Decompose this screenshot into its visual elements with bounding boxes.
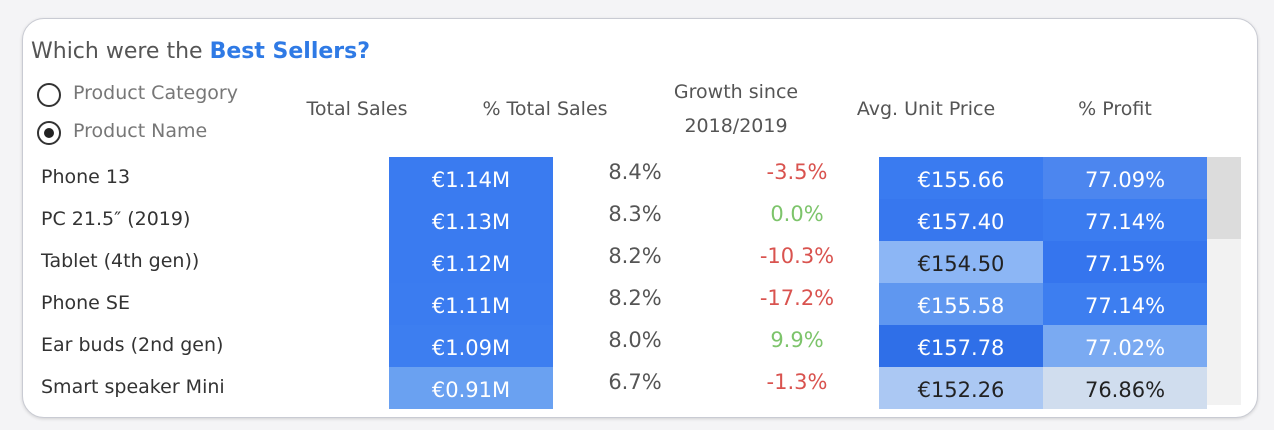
row-label: Smart speaker Mini bbox=[41, 376, 225, 398]
heat-cell: 77.14% bbox=[1043, 199, 1207, 241]
value-cell: 8.3% bbox=[608, 201, 662, 226]
heat-cell: €157.40 bbox=[879, 199, 1043, 241]
row-label: PC 21.5″ (2019) bbox=[41, 208, 191, 230]
title-highlight: Best Sellers? bbox=[209, 39, 370, 64]
card: Which were the Best Sellers? Product Cat… bbox=[22, 18, 1258, 418]
heat-cell: €1.14M bbox=[389, 157, 553, 199]
heat-cell: €0.91M bbox=[389, 367, 553, 409]
value-cell: -10.3% bbox=[759, 243, 835, 268]
value-cell: -1.3% bbox=[766, 369, 828, 394]
value-cell: 6.7% bbox=[608, 369, 662, 394]
radio-label[interactable]: Product Category bbox=[73, 82, 238, 104]
heat-cell: €1.09M bbox=[389, 325, 553, 367]
row-label: Tablet (4th gen)) bbox=[41, 250, 200, 272]
heat-cell: 77.02% bbox=[1043, 325, 1207, 367]
heat-cell: €157.78 bbox=[879, 325, 1043, 367]
radio-button[interactable] bbox=[37, 121, 61, 145]
heat-cell: 77.14% bbox=[1043, 283, 1207, 325]
heat-cell: €155.66 bbox=[879, 157, 1043, 199]
column-header: Growth since 2018/2019 bbox=[673, 81, 799, 137]
column-header: Total Sales bbox=[306, 98, 408, 120]
heat-cell: 76.86% bbox=[1043, 367, 1207, 409]
value-cell: 8.4% bbox=[608, 159, 662, 184]
heat-cell: 77.15% bbox=[1043, 241, 1207, 283]
heat-cell: €1.11M bbox=[389, 283, 553, 325]
radio-label[interactable]: Product Name bbox=[73, 120, 208, 142]
value-cell: -17.2% bbox=[759, 285, 835, 310]
heat-cell: €1.12M bbox=[389, 241, 553, 283]
radio-button[interactable] bbox=[37, 83, 61, 107]
value-cell: 9.9% bbox=[770, 327, 824, 352]
heat-cell: €1.13M bbox=[389, 199, 553, 241]
value-cell: 8.2% bbox=[608, 243, 662, 268]
heat-cell: 77.09% bbox=[1043, 157, 1207, 199]
row-label: Ear buds (2nd gen) bbox=[41, 334, 224, 356]
value-cell: 0.0% bbox=[770, 201, 824, 226]
row-label: Phone SE bbox=[41, 292, 130, 314]
title-prefix: Which were the bbox=[31, 39, 210, 64]
column-header: % Total Sales bbox=[482, 98, 608, 120]
heat-cell: €152.26 bbox=[879, 367, 1043, 409]
value-cell: 8.0% bbox=[608, 327, 662, 352]
title: Which were the Best Sellers? bbox=[31, 39, 370, 64]
scrollbar-thumb[interactable] bbox=[1207, 157, 1241, 239]
heat-cell: €155.58 bbox=[879, 283, 1043, 325]
row-label: Phone 13 bbox=[41, 166, 131, 188]
value-cell: -3.5% bbox=[766, 159, 828, 184]
column-header: % Profit bbox=[1078, 98, 1152, 120]
value-cell: 8.2% bbox=[608, 285, 662, 310]
heat-cell: €154.50 bbox=[879, 241, 1043, 283]
column-header: Avg. Unit Price bbox=[856, 98, 996, 120]
